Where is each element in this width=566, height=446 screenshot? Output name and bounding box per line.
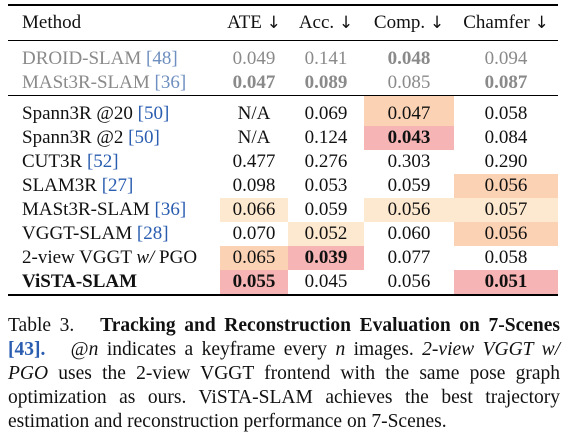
comp-cell: 0.077: [387, 247, 431, 268]
results-table: Method ATE ↓ Acc. ↓ Comp. ↓ Chamfer ↓ DR…: [8, 4, 558, 296]
ate-cell: 0.049: [232, 48, 276, 69]
comp-cell: 0.056: [364, 198, 454, 222]
table-row-mast3r-slam: MASt3R-SLAM [36] 0.066 0.059 0.056 0.057: [8, 198, 558, 222]
chamfer-cell: 0.051: [454, 270, 558, 295]
table-row-2view-vggt-pgo: 2-view VGGT w/ PGO 0.065 0.039 0.077 0.0…: [8, 246, 558, 270]
ate-cell: 0.070: [232, 223, 276, 244]
comp-cell: 0.048: [387, 48, 431, 69]
comp-cell: 0.043: [364, 126, 454, 150]
citation: [27]: [101, 175, 134, 196]
acc-cell: 0.141: [304, 48, 348, 69]
chamfer-cell: 0.084: [484, 127, 528, 148]
chamfer-cell: 0.056: [454, 174, 558, 198]
acc-cell: 0.052: [288, 222, 364, 246]
table-row-droid-slam: DROID-SLAM [48] 0.049 0.141 0.048 0.094: [8, 41, 558, 72]
method-cell: Spann3R @2 [50]: [22, 127, 160, 148]
acc-cell: 0.276: [304, 151, 348, 172]
header-chamfer: Chamfer ↓: [463, 12, 549, 33]
method-cell: MASt3R-SLAM [36]: [22, 72, 187, 93]
ate-cell: 0.055: [220, 270, 288, 295]
chamfer-cell: 0.056: [454, 222, 558, 246]
ate-cell: 0.065: [220, 246, 288, 270]
ate-cell: N/A: [237, 127, 271, 148]
citation: [50]: [128, 127, 160, 148]
comp-cell: 0.059: [387, 175, 431, 196]
method-cell: 2-view VGGT w/ PGO: [22, 247, 198, 268]
method-cell: Spann3R @20 [50]: [22, 103, 170, 124]
citation: [36]: [154, 72, 187, 93]
header-row: Method ATE ↓ Acc. ↓ Comp. ↓ Chamfer ↓: [8, 5, 558, 41]
down-arrow-icon: ↓: [338, 13, 354, 33]
acc-cell: 0.069: [304, 103, 348, 124]
table-row-slam3r: SLAM3R [27] 0.098 0.053 0.059 0.056: [8, 174, 558, 198]
citation: [50]: [137, 103, 170, 124]
caption-italic-method: 2-view VGGT w/ PGO: [8, 339, 561, 384]
caption-title: Tracking and Reconstruction Evaluation o…: [100, 315, 560, 336]
acc-cell: 0.045: [304, 271, 348, 292]
results-table-container: Method ATE ↓ Acc. ↓ Comp. ↓ Chamfer ↓ DR…: [8, 4, 558, 296]
comp-cell: 0.047: [364, 95, 454, 126]
chamfer-cell: 0.290: [484, 151, 528, 172]
method-cell: VGGT-SLAM [28]: [22, 223, 169, 244]
method-cell: ViSTA-SLAM: [22, 271, 138, 292]
table-row-mast3r-slam-ref: MASt3R-SLAM [36] 0.047 0.089 0.085 0.087: [8, 71, 558, 96]
acc-cell: 0.039: [288, 246, 364, 270]
chamfer-cell: 0.094: [484, 48, 528, 69]
down-arrow-icon: ↓: [534, 13, 549, 33]
acc-cell: 0.059: [304, 199, 348, 220]
header-method: Method: [22, 12, 82, 33]
comp-cell: 0.303: [387, 151, 431, 172]
acc-cell: 0.089: [304, 72, 348, 93]
down-arrow-icon: ↓: [266, 13, 281, 33]
chamfer-cell: 0.087: [484, 72, 528, 93]
citation: [36]: [154, 199, 187, 220]
acc-cell: 0.124: [304, 127, 348, 148]
citation: [28]: [136, 223, 169, 244]
ate-cell: 0.477: [232, 151, 276, 172]
method-cell: SLAM3R [27]: [22, 175, 134, 196]
chamfer-cell: 0.057: [454, 198, 558, 222]
header-acc: Acc. ↓: [298, 12, 354, 33]
citation: [52]: [86, 151, 119, 172]
caption-citation: [43].: [8, 339, 46, 360]
table-row-spann3r-20: Spann3R @20 [50] N/A 0.069 0.047 0.058: [8, 95, 558, 126]
table-row-spann3r-2: Spann3R @2 [50] N/A 0.124 0.043 0.084: [8, 126, 558, 150]
header-ate: ATE ↓: [227, 12, 281, 33]
ate-cell: 0.047: [232, 72, 276, 93]
header-comp: Comp. ↓: [373, 12, 445, 33]
comp-cell: 0.060: [387, 223, 431, 244]
comp-cell: 0.056: [387, 271, 431, 292]
caption-label: Table 3.: [8, 315, 75, 336]
table-row-cut3r: CUT3R [52] 0.477 0.276 0.303 0.290: [8, 150, 558, 174]
method-cell: DROID-SLAM [48]: [22, 48, 178, 69]
table-caption: Table 3. Tracking and Reconstruction Eva…: [8, 315, 561, 432]
ate-cell: 0.098: [232, 175, 276, 196]
method-cell: CUT3R [52]: [22, 151, 119, 172]
ate-cell: 0.066: [220, 198, 288, 222]
down-arrow-icon: ↓: [429, 13, 445, 33]
table-row-vggt-slam: VGGT-SLAM [28] 0.070 0.052 0.060 0.056: [8, 222, 558, 246]
citation: [48]: [146, 48, 178, 69]
comp-cell: 0.085: [387, 72, 431, 93]
method-cell: MASt3R-SLAM [36]: [22, 199, 187, 220]
chamfer-cell: 0.058: [484, 247, 528, 268]
acc-cell: 0.053: [304, 175, 348, 196]
chamfer-cell: 0.058: [484, 103, 528, 124]
ate-cell: N/A: [237, 103, 271, 124]
table-row-vista-slam: ViSTA-SLAM 0.055 0.045 0.056 0.051: [8, 270, 558, 295]
